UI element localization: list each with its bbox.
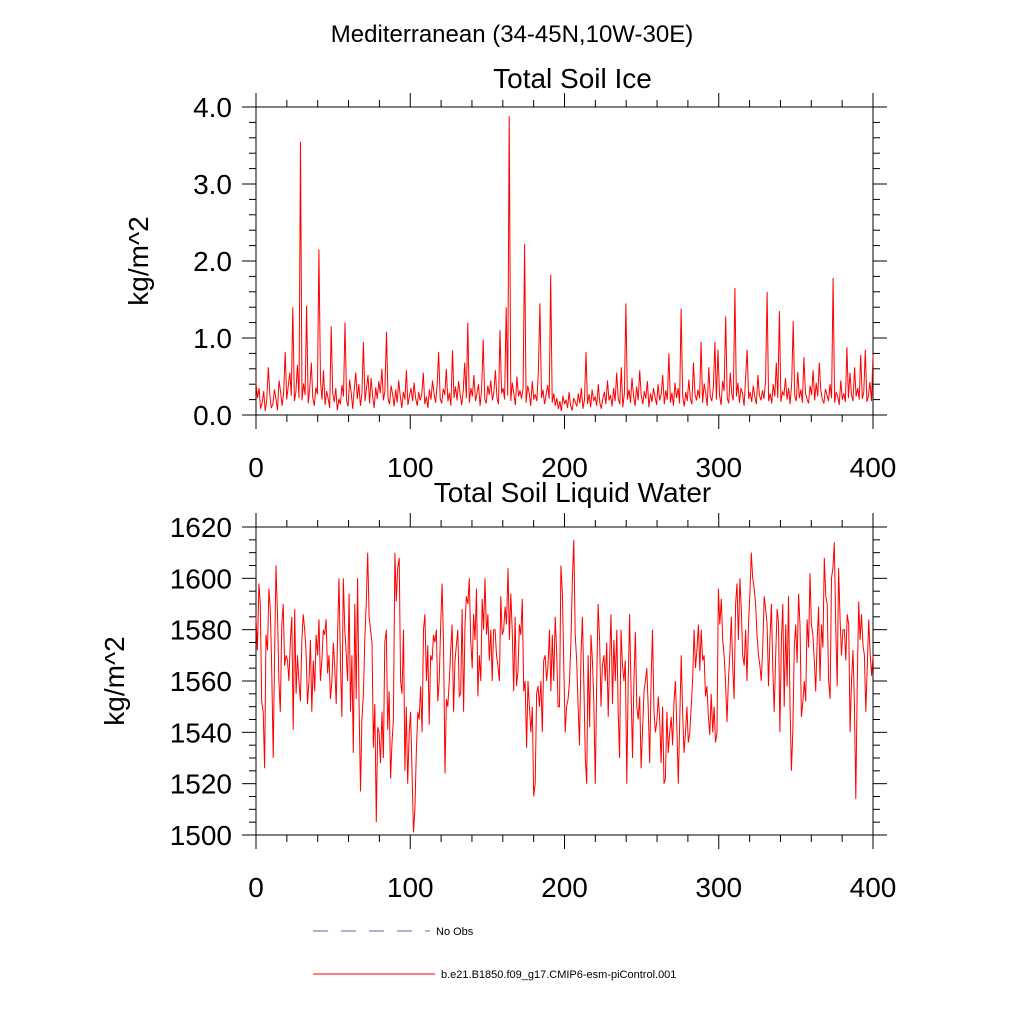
- x-tick-label: 100: [387, 452, 434, 483]
- x-tick-label: 0: [248, 872, 264, 903]
- x-tick-label: 0: [248, 452, 264, 483]
- y-tick-label: 1540: [170, 717, 232, 748]
- legend-label-no-obs: No Obs: [436, 926, 474, 938]
- series-line-control-run: [255, 116, 874, 412]
- series-line-control-run: [255, 539, 874, 833]
- y-tick-label: 0.0: [193, 400, 232, 431]
- chart-title: Total Soil Liquid Water: [434, 477, 712, 508]
- y-tick-label: 1.0: [193, 323, 232, 354]
- chart-panel-soil-liquid-water: Total Soil Liquid Water kg/m^2 0 100 200 300 4…: [99, 477, 896, 903]
- legend: No Obs b.e21.B1850.f09_g17.CMIP6-esm-piC…: [313, 926, 676, 981]
- y-axis-label: kg/m^2: [123, 216, 154, 305]
- y-tick-label: 1560: [170, 666, 232, 697]
- x-tick-label: 100: [387, 872, 434, 903]
- y-tick-label: 1500: [170, 820, 232, 851]
- y-tick-label: 4.0: [193, 92, 232, 123]
- y-tick-label: 1620: [170, 512, 232, 543]
- x-tick-label: 200: [541, 872, 588, 903]
- x-tick-label: 300: [695, 872, 742, 903]
- legend-label-control-run: b.e21.B1850.f09_g17.CMIP6-esm-piControl.…: [441, 969, 676, 981]
- chart-panel-soil-ice: Total Soil Ice kg/m^2 0 100 200 300 400 0.0 1.0 2…: [123, 63, 896, 483]
- y-tick-label: 2.0: [193, 246, 232, 277]
- chart-title: Total Soil Ice: [493, 63, 652, 94]
- x-tick-label: 400: [850, 872, 897, 903]
- y-tick-label: 3.0: [193, 169, 232, 200]
- y-axis-label: kg/m^2: [99, 636, 130, 725]
- x-tick-label: 300: [695, 452, 742, 483]
- y-tick-label: 1600: [170, 563, 232, 594]
- y-tick-label: 1580: [170, 615, 232, 646]
- x-tick-label: 400: [850, 452, 897, 483]
- figure-title: Mediterranean (34-45N,10W-30E): [331, 21, 693, 48]
- x-tick-label: 200: [541, 452, 588, 483]
- y-tick-label: 1520: [170, 769, 232, 800]
